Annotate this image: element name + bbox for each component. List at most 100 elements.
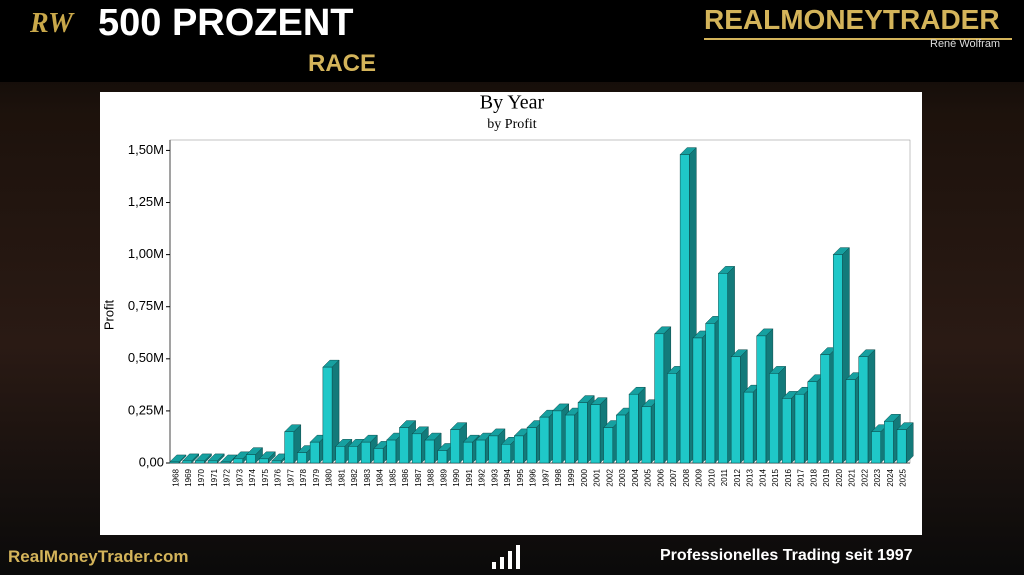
x-tick-label: 2014 bbox=[758, 468, 767, 486]
y-tick-label: 1,25M bbox=[128, 194, 164, 209]
x-tick-label: 2021 bbox=[848, 468, 857, 486]
x-tick-label: 1993 bbox=[490, 468, 499, 486]
x-tick-label: 1981 bbox=[337, 468, 346, 486]
y-tick-label: 0,00 bbox=[139, 454, 164, 469]
x-tick-label: 1974 bbox=[248, 468, 257, 486]
x-tick-label: 2004 bbox=[631, 468, 640, 486]
x-tick-label: 2000 bbox=[580, 468, 589, 486]
x-tick-label: 2008 bbox=[682, 468, 691, 486]
x-tick-label: 2022 bbox=[860, 468, 869, 486]
bar bbox=[195, 460, 205, 464]
x-tick-label: 1968 bbox=[171, 468, 180, 486]
x-tick-label: 1995 bbox=[516, 468, 525, 486]
brand-author: René Wolfram bbox=[930, 38, 1001, 50]
x-tick-label: 2007 bbox=[669, 468, 678, 486]
bar bbox=[718, 273, 728, 464]
y-tick-label: 0,75M bbox=[128, 298, 164, 313]
bar bbox=[246, 454, 256, 464]
bar bbox=[514, 435, 524, 464]
bar bbox=[373, 448, 384, 464]
bar bbox=[399, 427, 409, 464]
bar bbox=[207, 460, 218, 464]
bar bbox=[769, 373, 779, 464]
bar bbox=[526, 427, 537, 464]
bar bbox=[488, 435, 499, 464]
x-tick-label: 1996 bbox=[529, 468, 538, 486]
x-tick-label: 1992 bbox=[478, 468, 487, 486]
bar bbox=[807, 381, 818, 464]
x-tick-label: 2009 bbox=[695, 468, 704, 486]
bar bbox=[284, 431, 295, 464]
x-tick-label: 1975 bbox=[261, 468, 270, 486]
bar bbox=[845, 379, 856, 464]
x-tick-label: 2020 bbox=[835, 468, 844, 486]
plot: 0,00 0,25M 0,50M 0,75M 1,00M 1,25M 1,50M 1968 19… bbox=[128, 142, 914, 487]
x-tick-label: 2019 bbox=[822, 468, 831, 486]
bar bbox=[437, 450, 448, 464]
x-tick-label: 2003 bbox=[618, 468, 627, 486]
x-tick-label: 1991 bbox=[465, 468, 474, 486]
x-tick-label: 2001 bbox=[593, 468, 602, 486]
bar bbox=[552, 410, 562, 464]
footer-icon bbox=[492, 545, 520, 569]
bar bbox=[628, 393, 639, 464]
chart-title: By Year bbox=[480, 92, 545, 114]
x-tick-label: 1998 bbox=[554, 468, 563, 486]
x-tick-label: 2013 bbox=[746, 468, 755, 486]
brand-rule bbox=[704, 38, 1012, 40]
bar bbox=[692, 337, 703, 464]
bar bbox=[424, 439, 435, 464]
header-band bbox=[0, 0, 1024, 82]
x-tick-label: 2016 bbox=[784, 468, 793, 486]
bar bbox=[386, 439, 397, 464]
bar bbox=[258, 458, 269, 464]
footer-url: RealMoneyTrader.com bbox=[8, 547, 189, 566]
x-tick-label: 2017 bbox=[797, 468, 806, 486]
x-tick-label: 1980 bbox=[325, 468, 334, 486]
bar bbox=[654, 333, 665, 464]
slide-subtitle: RACE bbox=[308, 50, 377, 77]
x-tick-label: 1979 bbox=[312, 468, 321, 486]
x-tick-label: 2023 bbox=[873, 468, 882, 486]
bar bbox=[743, 391, 754, 464]
x-tick-label: 1990 bbox=[452, 468, 461, 486]
x-tick-label: 1994 bbox=[503, 468, 512, 486]
x-tick-label: 1997 bbox=[541, 468, 550, 486]
bar bbox=[539, 416, 550, 464]
x-tick-label: 2015 bbox=[771, 468, 780, 486]
x-tick-label: 1999 bbox=[567, 468, 576, 486]
bar bbox=[297, 452, 307, 464]
x-tick-label: 1976 bbox=[274, 468, 283, 486]
bar bbox=[450, 429, 460, 464]
y-tick-label: 1,00M bbox=[128, 246, 164, 261]
y-tick-label: 1,50M bbox=[128, 142, 164, 157]
footer-tagline: Professionelles Trading seit 1997 bbox=[660, 547, 913, 564]
brand: REALMONEYTRADER bbox=[704, 4, 1000, 35]
x-tick-label: 2010 bbox=[707, 468, 716, 486]
x-tick-label: 1970 bbox=[197, 468, 206, 486]
chart-panel bbox=[100, 92, 922, 535]
bar bbox=[858, 356, 869, 464]
bar bbox=[322, 366, 333, 464]
y-axis-title: Profit bbox=[101, 299, 116, 330]
x-tick-label: 1969 bbox=[184, 468, 193, 486]
bar bbox=[794, 393, 805, 464]
bar bbox=[705, 323, 716, 464]
bar bbox=[169, 461, 180, 464]
bar bbox=[462, 441, 473, 464]
bar bbox=[896, 429, 907, 464]
bar bbox=[730, 356, 741, 464]
bar bbox=[360, 441, 371, 464]
x-tick-label: 2002 bbox=[605, 468, 614, 486]
bar bbox=[781, 398, 792, 464]
bar bbox=[667, 373, 677, 464]
bar bbox=[220, 461, 231, 464]
bar bbox=[756, 335, 767, 464]
bar bbox=[832, 254, 843, 464]
bar bbox=[271, 460, 282, 464]
logo-mark: RW bbox=[30, 8, 74, 39]
bar bbox=[590, 404, 601, 464]
x-tick-label: 1985 bbox=[388, 468, 397, 486]
